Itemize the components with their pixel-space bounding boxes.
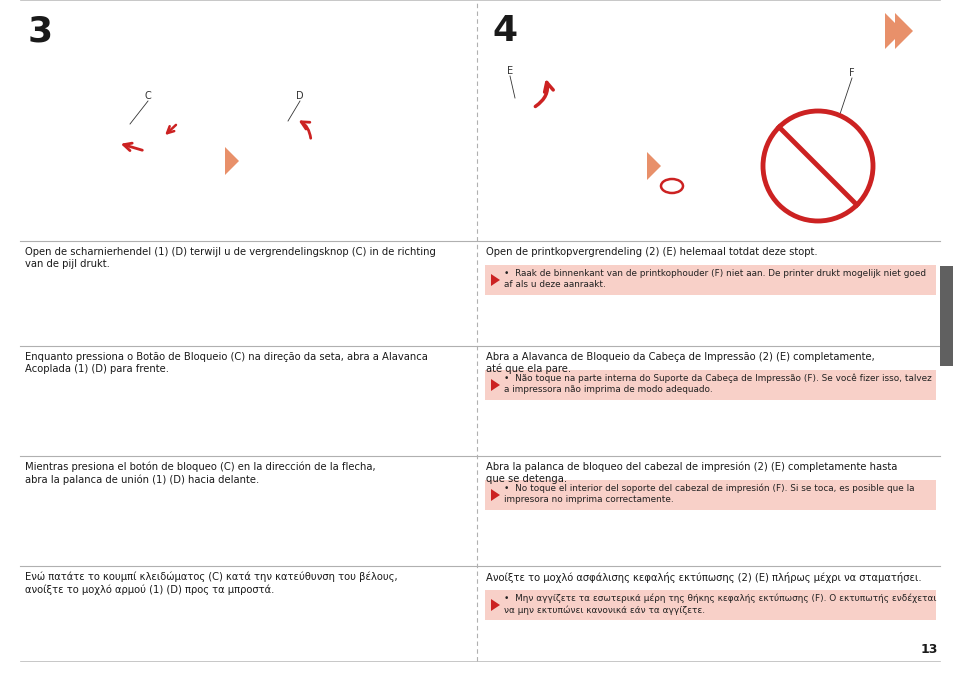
Text: Ενώ πατάτε το κουμπί κλειδώματος (C) κατά την κατεύθυνση του βέλους,
ανοίξτε το : Ενώ πατάτε το κουμπί κλειδώματος (C) κατ… [25,572,397,595]
Text: Open de printkopvergrendeling (2) (E) helemaal totdat deze stopt.: Open de printkopvergrendeling (2) (E) he… [485,247,817,257]
Text: 4: 4 [492,14,517,48]
FancyBboxPatch shape [484,590,935,620]
Text: F: F [848,68,854,78]
Polygon shape [884,13,902,49]
Text: Enquanto pressiona o Botão de Bloqueio (C) na direção da seta, abra a Alavanca
A: Enquanto pressiona o Botão de Bloqueio (… [25,352,428,374]
Polygon shape [225,147,239,175]
Text: •  Raak de binnenkant van de printkophouder (F) niet aan. De printer drukt mogel: • Raak de binnenkant van de printkophoud… [503,269,925,289]
Text: Mientras presiona el botón de bloqueo (C) en la dirección de la flecha,
abra la : Mientras presiona el botón de bloqueo (C… [25,462,375,485]
Polygon shape [491,599,499,611]
Polygon shape [646,152,660,180]
Text: E: E [506,66,513,76]
Polygon shape [894,13,912,49]
Text: Ανοίξτε το μοχλό ασφάλισης κεφαλής εκτύπωσης (2) (E) πλήρως μέχρι να σταματήσει.: Ανοίξτε το μοχλό ασφάλισης κεφαλής εκτύπ… [485,572,921,583]
FancyBboxPatch shape [484,480,935,510]
Text: C: C [145,91,152,101]
Text: D: D [295,91,303,101]
Text: Abra la palanca de bloqueo del cabezal de impresión (2) (E) completamente hasta
: Abra la palanca de bloqueo del cabezal d… [485,462,897,484]
Polygon shape [491,489,499,501]
Text: •  No toque el interior del soporte del cabezal de impresión (F). Si se toca, es: • No toque el interior del soporte del c… [503,484,914,504]
FancyBboxPatch shape [484,265,935,295]
Text: Open de scharnierhendel (1) (D) terwijl u de vergrendelingsknop (C) in de richti: Open de scharnierhendel (1) (D) terwijl … [25,247,436,268]
Text: 13: 13 [920,643,937,656]
Polygon shape [491,274,499,286]
Text: •  Não toque na parte interna do Suporte da Cabeça de Impressão (F). Se você fiz: • Não toque na parte interna do Suporte … [503,374,931,394]
FancyBboxPatch shape [484,370,935,400]
Polygon shape [491,379,499,391]
Text: 3: 3 [28,14,53,48]
FancyBboxPatch shape [939,266,953,366]
Text: Abra a Alavanca de Bloqueio da Cabeça de Impressão (2) (E) completamente,
até qu: Abra a Alavanca de Bloqueio da Cabeça de… [485,352,874,375]
Text: •  Μην αγγίζετε τα εσωτερικά μέρη της θήκης κεφαλής εκτύπωσης (F). Ο εκτυπωτής ε: • Μην αγγίζετε τα εσωτερικά μέρη της θήκ… [503,594,936,614]
